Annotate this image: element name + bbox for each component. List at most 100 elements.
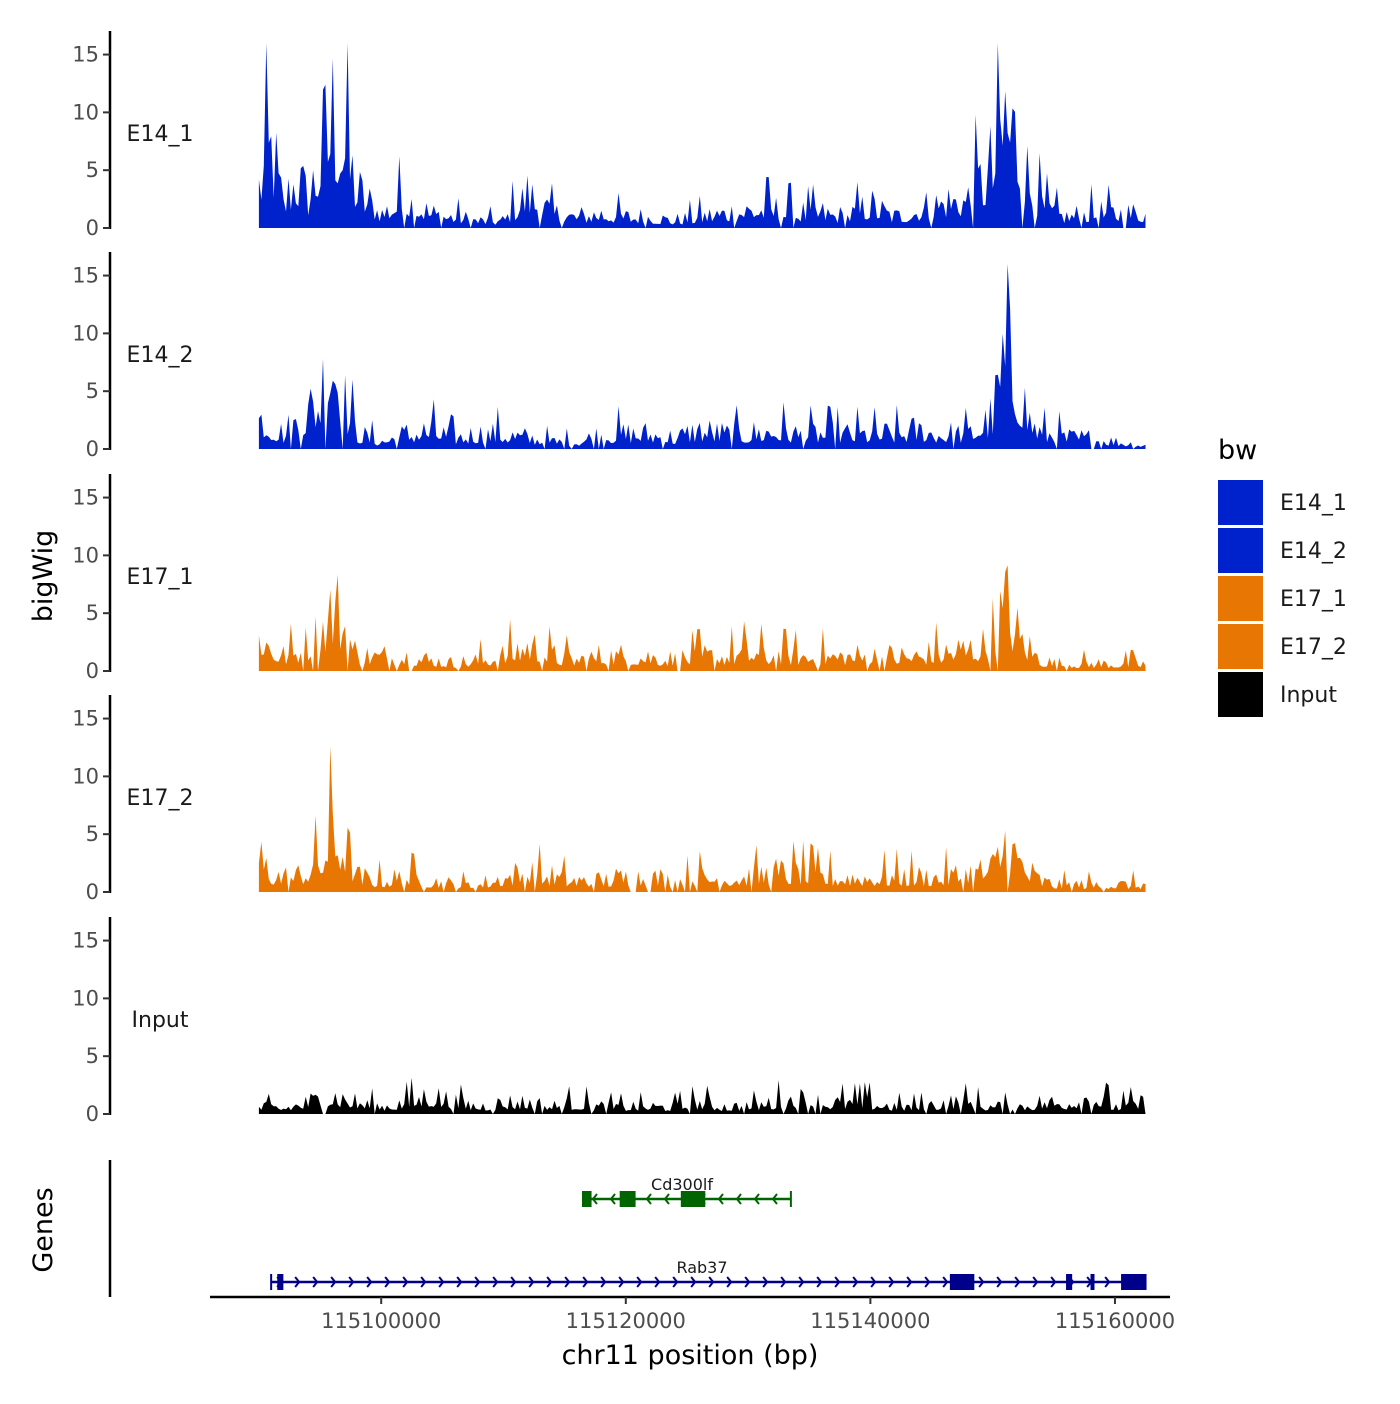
strand-chevron (924, 1276, 931, 1288)
strand-chevron (717, 1193, 724, 1205)
strand-chevron (690, 1276, 697, 1288)
strand-chevron (618, 1276, 625, 1288)
y-tick-label: 5 (86, 158, 99, 182)
genes-axis-title: Genes (28, 1187, 59, 1272)
strand-chevron (564, 1276, 571, 1288)
strand-chevron (744, 1276, 751, 1288)
gene-exon (1066, 1274, 1073, 1290)
gene-rab37: Rab37 (270, 1258, 1147, 1290)
strand-chevron (654, 1276, 661, 1288)
genes-track: Cd300lf Rab37 (108, 1160, 1147, 1297)
gene-cd300lf: Cd300lf (581, 1175, 792, 1207)
strand-chevron (996, 1276, 1003, 1288)
strand-chevron (906, 1276, 913, 1288)
strand-chevron (546, 1276, 553, 1288)
y-tick-label: 15 (72, 929, 99, 953)
gene-exon (680, 1191, 706, 1207)
strand-chevron (609, 1193, 616, 1205)
strand-chevron (402, 1276, 409, 1288)
legend-swatch (1218, 624, 1263, 669)
strand-chevron (456, 1276, 463, 1288)
strand-chevron (942, 1276, 949, 1288)
strand-chevron (1032, 1276, 1039, 1288)
y-tick-label: 15 (72, 486, 99, 510)
strand-chevron (366, 1276, 373, 1288)
strand-chevron (348, 1276, 355, 1288)
y-tick-label: 10 (72, 100, 99, 124)
gene-exon (619, 1191, 636, 1207)
gene-exon (277, 1274, 284, 1290)
gene-exon (949, 1274, 975, 1290)
strand-chevron (582, 1276, 589, 1288)
strand-chevron (762, 1276, 769, 1288)
y-tick-label: 5 (86, 1044, 99, 1068)
strand-chevron (528, 1276, 535, 1288)
gene-exon (582, 1191, 592, 1207)
legend-swatch (1218, 528, 1263, 573)
strand-chevron (645, 1193, 652, 1205)
track-label: E14_1 (127, 122, 194, 147)
strand-chevron (1104, 1276, 1111, 1288)
y-tick-label: 0 (86, 880, 99, 904)
track-label: Input (132, 1008, 189, 1033)
strand-chevron (1014, 1276, 1021, 1288)
y-axis-title: bigWig (28, 530, 59, 623)
strand-chevron (672, 1276, 679, 1288)
strand-chevron (384, 1276, 391, 1288)
y-tick-label: 10 (72, 986, 99, 1010)
y-tick-label: 15 (72, 264, 99, 288)
y-tick-label: 10 (72, 321, 99, 345)
track-e14-1: 0 5 10 15 E14_1 (72, 31, 1146, 240)
signal-tracks: 0 5 10 15 E14_1 0 5 10 15 E14_2 0 5 10 15 E17_1 0 5 10 15 E… (72, 31, 1146, 1126)
x-axis-title: chr11 position (bp) (562, 1340, 819, 1371)
signal-area-e17-2 (258, 746, 1146, 892)
y-tick-label: 10 (72, 764, 99, 788)
legend-label: E17_2 (1280, 635, 1347, 660)
legend-label: E14_1 (1280, 491, 1347, 516)
legend-label: E14_2 (1280, 539, 1347, 564)
strand-chevron (726, 1276, 733, 1288)
strand-chevron (771, 1193, 778, 1205)
signal-area-e17-1 (258, 565, 1146, 671)
y-tick-label: 15 (72, 43, 99, 67)
x-tick-label: 115140000 (810, 1309, 930, 1333)
x-tick-label: 115100000 (321, 1309, 441, 1333)
track-label: E17_1 (127, 565, 194, 590)
strand-chevron (438, 1276, 445, 1288)
strand-chevron (474, 1276, 481, 1288)
y-tick-label: 15 (72, 707, 99, 731)
legend: bw E14_1 E14_2 E17_1 E17_2 Input (1218, 435, 1347, 717)
y-tick-label: 5 (86, 822, 99, 846)
legend-swatch (1218, 672, 1263, 717)
strand-chevron (834, 1276, 841, 1288)
strand-chevron (780, 1276, 787, 1288)
strand-chevron (663, 1193, 670, 1205)
track-label: E14_2 (127, 343, 194, 368)
signal-area-input (258, 1077, 1146, 1114)
strand-chevron (735, 1193, 742, 1205)
legend-label: E17_1 (1280, 587, 1347, 612)
gene-exon (1090, 1274, 1095, 1290)
strand-chevron (708, 1276, 715, 1288)
strand-chevron (420, 1276, 427, 1288)
strand-chevron (978, 1276, 985, 1288)
y-tick-label: 0 (86, 437, 99, 461)
y-tick-label: 0 (86, 659, 99, 683)
track-e17-1: 0 5 10 15 E17_1 (72, 474, 1146, 683)
track-label: E17_2 (127, 786, 194, 811)
y-tick-label: 5 (86, 379, 99, 403)
track-e17-2: 0 5 10 15 E17_2 (72, 695, 1146, 904)
legend-title: bw (1218, 435, 1257, 466)
strand-chevron (312, 1276, 319, 1288)
strand-chevron (852, 1276, 859, 1288)
legend-swatch (1218, 480, 1263, 525)
strand-chevron (591, 1193, 598, 1205)
y-tick-label: 10 (72, 543, 99, 567)
strand-chevron (492, 1276, 499, 1288)
strand-chevron (870, 1276, 877, 1288)
gene-exon (1121, 1274, 1146, 1290)
track-input: 0 5 10 15 Input (72, 917, 1146, 1126)
strand-chevron (816, 1276, 823, 1288)
